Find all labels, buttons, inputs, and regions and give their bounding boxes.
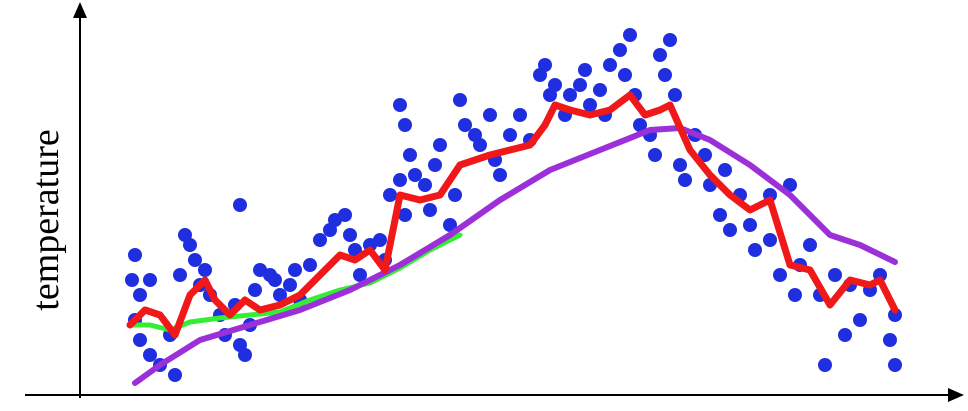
data-point (448, 188, 462, 202)
data-point (283, 278, 297, 292)
data-point (393, 98, 407, 112)
data-point (313, 233, 327, 247)
data-point (838, 328, 852, 342)
data-point (888, 308, 902, 322)
data-point (593, 83, 607, 97)
data-point (273, 288, 287, 302)
data-point (698, 148, 712, 162)
data-point (723, 223, 737, 237)
line (132, 125, 898, 386)
data-point (268, 273, 282, 287)
data-point (713, 208, 727, 222)
data-point (663, 33, 677, 47)
data-point (288, 263, 302, 277)
data-point (198, 263, 212, 277)
data-point (888, 358, 902, 372)
data-point (343, 228, 357, 242)
data-point (828, 268, 842, 282)
data-point (398, 208, 412, 222)
data-point (603, 58, 617, 72)
data-point (353, 268, 367, 282)
data-point (398, 118, 412, 132)
data-point (653, 48, 667, 62)
data-point (428, 158, 442, 172)
data-point (125, 273, 139, 287)
data-point (573, 78, 587, 92)
data-point (668, 88, 682, 102)
data-point (818, 358, 832, 372)
data-point (748, 243, 762, 257)
data-point (128, 248, 142, 262)
data-point (453, 93, 467, 107)
data-point (578, 63, 592, 77)
data-point (338, 208, 352, 222)
line (126, 91, 899, 339)
data-point (658, 68, 672, 82)
data-point (238, 348, 252, 362)
data-point (168, 368, 182, 382)
data-point (633, 118, 647, 132)
data-point (303, 258, 317, 272)
data-point (373, 233, 387, 247)
data-point (773, 268, 787, 282)
data-point (433, 138, 447, 152)
data-point (763, 233, 777, 247)
data-point (483, 108, 497, 122)
data-point (503, 128, 517, 142)
data-point (678, 173, 692, 187)
data-point (393, 173, 407, 187)
data-point (788, 288, 802, 302)
data-point (473, 138, 487, 152)
data-point (673, 158, 687, 172)
data-point (493, 168, 507, 182)
data-point (418, 178, 432, 192)
data-point (583, 98, 597, 112)
data-point (883, 333, 897, 347)
data-point (458, 118, 472, 132)
data-point (248, 283, 262, 297)
data-point (233, 198, 247, 212)
data-point (783, 178, 797, 192)
data-point (403, 148, 417, 162)
data-point (383, 188, 397, 202)
data-point (803, 238, 817, 252)
data-point (143, 348, 157, 362)
data-point (183, 238, 197, 252)
data-point (613, 43, 627, 57)
data-point (143, 273, 157, 287)
data-point (423, 203, 437, 217)
data-point (513, 108, 527, 122)
data-point (548, 78, 562, 92)
data-point (743, 218, 757, 232)
x-axis-arrow (948, 388, 964, 402)
data-point (538, 58, 552, 72)
y-axis-label: temperature (25, 129, 67, 310)
data-point (443, 218, 457, 232)
y-axis-arrow (73, 2, 87, 18)
data-point (718, 163, 732, 177)
data-point (133, 288, 147, 302)
data-point (408, 168, 422, 182)
data-point (618, 68, 632, 82)
data-point (648, 148, 662, 162)
data-point (133, 333, 147, 347)
data-point (173, 268, 187, 282)
data-point (853, 313, 867, 327)
data-point (563, 88, 577, 102)
data-point (623, 28, 637, 42)
data-point (188, 253, 202, 267)
